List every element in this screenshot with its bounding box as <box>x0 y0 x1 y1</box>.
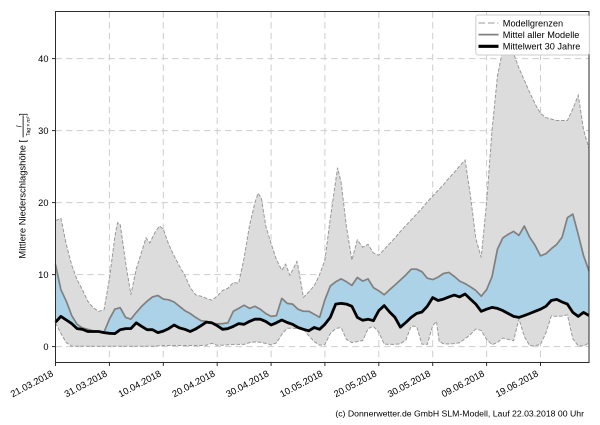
svg-text:30: 30 <box>38 126 48 136</box>
svg-text:10: 10 <box>38 270 48 280</box>
svg-text:Mittlere Niederschlagshöhe [: Mittlere Niederschlagshöhe [ <box>16 139 27 258</box>
svg-text:Modellgrenzen: Modellgrenzen <box>503 18 563 28</box>
svg-text:Mittelwert 30 Jahre: Mittelwert 30 Jahre <box>503 42 581 52</box>
svg-text:40: 40 <box>38 54 48 64</box>
svg-text:0: 0 <box>43 342 48 352</box>
svg-text:]: ] <box>16 113 27 116</box>
svg-text:Mittel aller Modelle: Mittel aller Modelle <box>503 30 580 40</box>
svg-text:Tag × m²: Tag × m² <box>26 116 32 136</box>
svg-text:l: l <box>17 125 24 127</box>
svg-text:(c) Donnerwetter.de GmbH SLM-M: (c) Donnerwetter.de GmbH SLM-Modell, Lau… <box>335 408 584 418</box>
svg-text:20: 20 <box>38 198 48 208</box>
